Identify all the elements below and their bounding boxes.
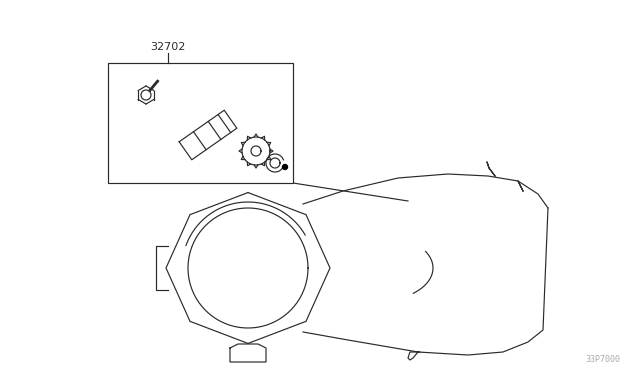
Bar xyxy=(108,63,293,183)
Text: 33P7000: 33P7000 xyxy=(585,356,620,365)
Text: 32702: 32702 xyxy=(150,42,186,52)
Circle shape xyxy=(282,164,287,170)
